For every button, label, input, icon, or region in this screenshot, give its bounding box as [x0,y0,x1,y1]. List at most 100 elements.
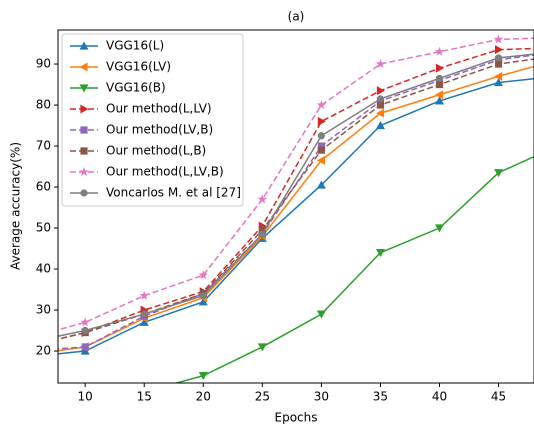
series-line [58,78,534,355]
y-tick-label: 70 [36,139,51,153]
legend-marker [79,62,88,72]
data-point [80,317,90,327]
series-line [58,53,534,337]
legend-box [61,33,244,207]
data-point [494,71,503,81]
data-point [23,342,31,351]
x-axis-label: Epochs [275,411,318,425]
legend-marker [79,84,89,93]
data-point [494,54,503,62]
data-point [435,224,445,233]
data-point [23,347,30,354]
x-tick-label: 10 [78,390,93,404]
data-point [317,116,326,126]
data-point [316,310,326,319]
legend-marker [80,147,88,155]
data-point [258,230,266,238]
data-point [435,96,445,105]
data-point [435,63,445,73]
legend-label: Voncarlos M. et al [27] [106,186,241,200]
plot-area [21,34,534,429]
y-tick-label: 50 [36,221,51,235]
data-point [22,421,31,429]
y-axis-label: Average accuracy(%) [9,142,23,270]
data-point [316,100,327,110]
legend-label: VGG16(L) [106,39,164,53]
data-point [376,86,385,96]
y-tick-label: 80 [36,98,51,112]
y-tick-label: 40 [36,262,51,276]
data-point [317,132,325,140]
data-point [22,351,30,360]
data-point [257,194,268,204]
y-tick-label: 20 [36,344,51,358]
data-point [435,90,444,100]
data-point [198,297,208,306]
series-line [58,37,534,331]
series-line [58,58,534,340]
series-line [173,155,534,383]
y-tick-label: 30 [36,303,51,317]
legend-label: Our method(L,LV) [106,102,212,116]
data-point [139,290,149,300]
data-point [81,409,90,417]
legend-marker [80,126,88,134]
x-tick-label: 25 [255,390,270,404]
x-tick-label: 15 [137,390,152,404]
legend-label: Our method(L,LV,B) [106,165,224,179]
y-tick-label: 60 [36,180,51,194]
data-point [376,101,385,109]
data-point [494,45,504,55]
series-line [58,54,534,350]
x-tick-label: 30 [314,390,329,404]
data-point [316,155,325,165]
data-point [317,146,325,154]
legend-label: Our method(LV,B) [106,123,213,137]
data-point [375,121,385,130]
series-line [58,65,534,352]
data-point [198,270,208,280]
data-point [493,34,504,44]
legend-marker [79,167,89,177]
axes-frame [57,29,534,384]
data-point [375,59,386,69]
data-point [375,249,385,258]
data-point [435,74,444,82]
y-tick-label: 90 [36,57,51,71]
x-tick-label: 20 [196,390,211,404]
legend-label: Our method(L,B) [106,144,206,158]
data-point [434,46,445,56]
data-point [435,80,444,89]
data-point [81,326,89,335]
data-point [198,372,208,381]
legend-marker [80,104,89,114]
x-tick-label: 40 [432,390,447,404]
data-point [316,180,326,189]
data-point [80,346,90,355]
data-point [139,317,149,326]
data-point [23,339,30,346]
data-point [23,343,30,350]
chart-title: (a) [288,10,305,24]
data-point [494,60,503,68]
legend-label: VGG16(B) [106,81,166,95]
legend-marker [79,41,89,50]
data-point [199,292,207,300]
data-point [81,343,89,351]
data-point [140,310,148,318]
legend-marker [80,189,88,197]
legend-label: VGG16(LV) [106,60,171,74]
data-point [21,334,30,343]
x-tick-label: 35 [373,390,388,404]
data-point [376,95,385,103]
data-point [494,77,504,87]
data-point [494,169,504,178]
x-tick-label: 45 [491,390,506,404]
data-point [375,108,385,118]
data-point [257,343,267,352]
series-line [58,47,534,340]
data-point [22,353,31,361]
legend: VGG16(L) VGG16(LV) VGG16(B) Our method(L,LV… [61,33,244,207]
